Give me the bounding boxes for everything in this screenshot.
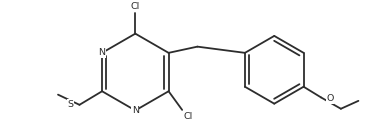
Text: O: O [326, 94, 334, 103]
Text: Cl: Cl [131, 2, 140, 11]
Text: Cl: Cl [183, 112, 192, 121]
Text: S: S [67, 100, 73, 109]
Text: N: N [99, 48, 106, 57]
Text: N: N [132, 106, 139, 115]
